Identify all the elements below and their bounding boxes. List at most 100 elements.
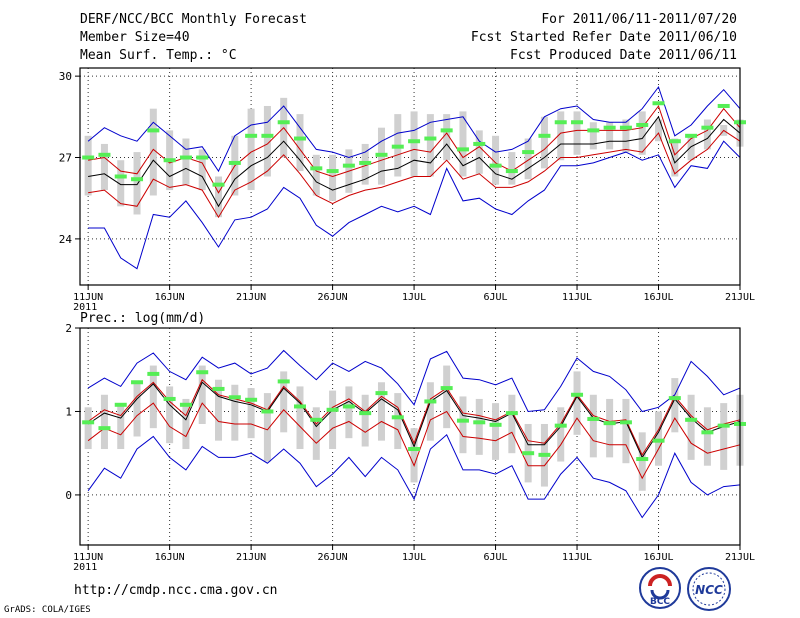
green-marker: [277, 379, 290, 384]
spread-box: [329, 390, 337, 450]
spread-box: [573, 111, 581, 155]
green-marker: [114, 402, 127, 407]
spread-box: [475, 130, 483, 174]
spread-box: [459, 396, 467, 454]
green-marker: [179, 402, 192, 407]
spread-box: [410, 428, 418, 483]
member-size-label: Member Size=40: [80, 30, 190, 45]
spread-box: [606, 398, 614, 458]
green-marker: [375, 152, 388, 157]
spread-box: [84, 407, 92, 450]
spread-box: [671, 138, 679, 177]
green-marker: [440, 386, 453, 391]
green-marker: [261, 133, 274, 138]
spread-box: [443, 365, 451, 429]
y-tick-label: 27: [59, 152, 72, 165]
x-tick-label: 21JUL: [725, 552, 755, 563]
green-marker: [391, 415, 404, 420]
green-marker: [652, 438, 665, 443]
green-marker: [261, 409, 274, 414]
spread-box: [182, 138, 190, 185]
x-tick-label: 16JUN: [155, 292, 185, 303]
green-marker: [554, 423, 567, 428]
green-marker: [685, 133, 698, 138]
green-marker: [554, 120, 567, 125]
green-marker: [196, 370, 209, 375]
green-marker: [717, 423, 730, 428]
spread-box: [296, 114, 304, 172]
green-marker: [440, 128, 453, 133]
green-marker: [408, 139, 421, 144]
green-marker: [147, 371, 160, 376]
green-marker: [326, 169, 339, 174]
spread-box: [687, 135, 695, 161]
green-marker: [114, 174, 127, 179]
green-marker: [212, 386, 225, 391]
y-tick-label: 1: [65, 405, 72, 418]
spread-box: [524, 138, 532, 180]
spread-box: [622, 119, 630, 153]
x-tick-label: 1JUL: [402, 292, 426, 303]
spread-box: [182, 398, 190, 450]
green-marker: [489, 422, 502, 427]
plot-frame: [79, 67, 741, 286]
green-marker: [636, 122, 649, 127]
green-marker: [701, 430, 714, 435]
plot-frame: [79, 327, 741, 546]
spread-box: [166, 386, 174, 444]
max-line: [87, 349, 741, 413]
x-tick-label: 21JUL: [725, 292, 755, 303]
spread-box: [638, 111, 646, 155]
spread-box: [296, 386, 304, 450]
ncc-logo-text: NCC: [695, 583, 723, 597]
x-tick-label: 26JUN: [318, 552, 348, 563]
spread-box: [117, 160, 125, 207]
spread-box: [84, 135, 92, 196]
y-tick-label: 2: [65, 322, 72, 335]
green-marker: [163, 396, 176, 401]
green-marker: [294, 136, 306, 141]
spread-box: [410, 111, 418, 177]
green-marker: [131, 380, 144, 385]
spread-box: [345, 386, 353, 439]
x-tick-label: 6JUL: [484, 292, 508, 303]
green-marker: [456, 418, 469, 423]
x-tick-label: 21JUN: [236, 552, 266, 563]
mean-line: [87, 381, 741, 459]
spread-box: [720, 403, 728, 470]
spread-box: [329, 154, 337, 201]
green-marker: [212, 182, 225, 187]
green-marker: [342, 404, 355, 409]
green-marker: [375, 391, 388, 396]
footer-url: http://cmdp.ncc.cma.gov.cn: [74, 583, 278, 598]
spread-box: [492, 135, 500, 185]
spread-box: [312, 154, 320, 196]
green-marker: [424, 136, 437, 141]
spread-box: [117, 403, 125, 450]
spread-box: [589, 122, 597, 150]
green-marker: [619, 125, 632, 130]
green-marker: [701, 125, 714, 130]
green-marker: [522, 451, 535, 456]
produced-date: Fcst Produced Date 2011/06/11: [510, 48, 737, 63]
bcc-logo-icon: BCC: [639, 567, 681, 609]
x-tick-year-label: 2011: [73, 302, 97, 313]
green-marker: [196, 155, 209, 160]
green-marker: [179, 155, 192, 160]
spread-box: [573, 371, 581, 435]
spread-box: [540, 116, 548, 169]
green-marker: [359, 411, 372, 416]
green-marker: [163, 158, 176, 163]
green-marker: [571, 120, 584, 125]
forecast-period: For 2011/06/11-2011/07/20: [541, 12, 737, 27]
green-marker: [522, 150, 535, 155]
green-marker: [685, 417, 698, 422]
green-marker: [82, 420, 95, 425]
green-marker: [245, 397, 258, 402]
spread-box: [443, 114, 451, 161]
x-tick-label: 11JUL: [562, 552, 592, 563]
spread-box: [459, 111, 467, 177]
spread-box: [703, 407, 711, 466]
spread-box: [215, 379, 223, 441]
upper-line: [87, 378, 741, 456]
